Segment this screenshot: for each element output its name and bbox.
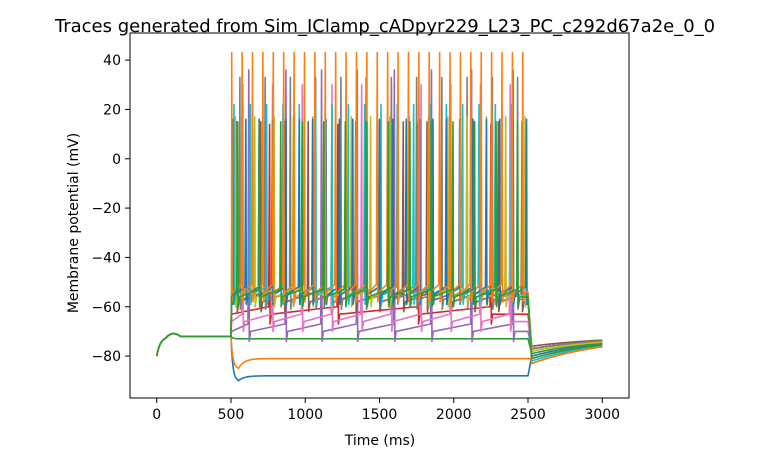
y-axis-label: Membrane potential (mV) xyxy=(66,133,82,313)
x-tick-label: 3000 xyxy=(584,407,620,423)
traces-group xyxy=(155,51,603,382)
y-tick-label: −80 xyxy=(91,349,121,365)
x-axis-label: Time (ms) xyxy=(344,433,416,449)
y-tick-label: 40 xyxy=(103,53,121,69)
y-tick-label: 20 xyxy=(103,102,121,118)
x-tick-label: 1000 xyxy=(287,407,323,423)
trace-line xyxy=(155,120,603,360)
y-tick-label: 0 xyxy=(112,152,121,168)
axes-group: 0 500 1000 1500 2000 2500 3000 −80 −60 −40 −20 0 20 4… xyxy=(91,32,630,423)
y-tick-label: −60 xyxy=(91,300,121,316)
x-tick-label: 2500 xyxy=(510,407,546,423)
x-tick-label: 0 xyxy=(152,407,161,423)
x-tick-label: 1500 xyxy=(362,407,398,423)
chart-title: Traces generated from Sim_IClamp_cADpyr2… xyxy=(54,16,715,37)
x-tick-label: 500 xyxy=(218,407,245,423)
x-tick-label: 2000 xyxy=(436,407,472,423)
y-tick-label: −40 xyxy=(91,250,121,266)
y-tick-label: −20 xyxy=(91,201,121,217)
